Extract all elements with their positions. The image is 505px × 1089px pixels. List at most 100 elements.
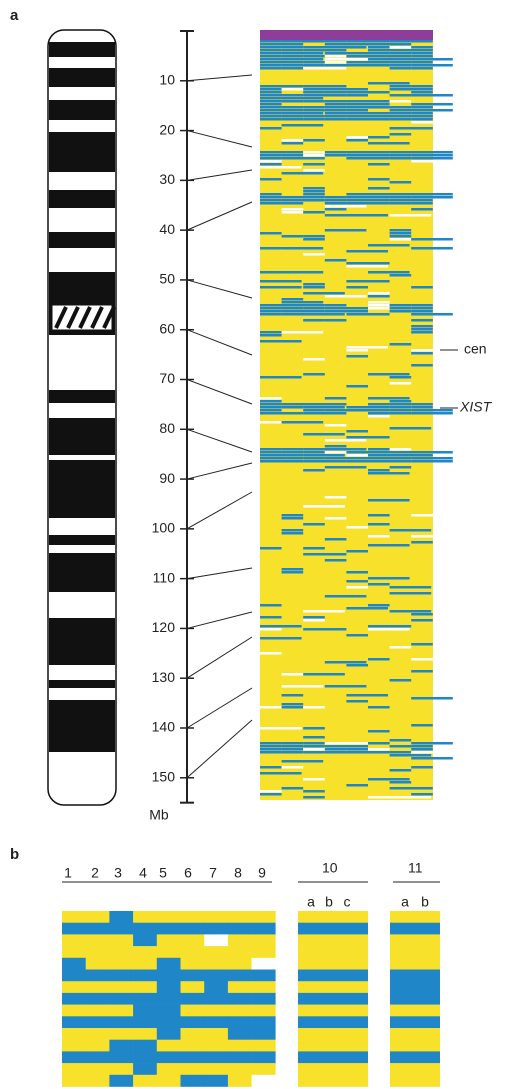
heat-cell bbox=[346, 151, 368, 154]
heat-cell bbox=[62, 1051, 86, 1063]
heat-cell bbox=[86, 1040, 110, 1052]
heat-cell bbox=[62, 1075, 86, 1087]
heat-cell bbox=[252, 923, 276, 935]
heat-cell bbox=[157, 1016, 181, 1028]
heat-cell bbox=[303, 469, 325, 472]
heat-cell bbox=[411, 412, 453, 415]
heat-cell bbox=[411, 55, 433, 58]
heat-cell bbox=[368, 187, 390, 190]
heat-cell bbox=[62, 1063, 86, 1075]
heat-cell bbox=[325, 100, 347, 103]
heat-cell bbox=[109, 946, 133, 958]
heat-cell bbox=[368, 472, 410, 475]
heat-cell bbox=[228, 1051, 252, 1063]
heat-cell bbox=[390, 457, 412, 460]
heat-cell bbox=[346, 202, 368, 205]
heat-cell bbox=[390, 55, 412, 58]
heat-cell bbox=[303, 100, 325, 103]
heat-cell bbox=[303, 235, 325, 238]
heat-cell bbox=[346, 355, 368, 358]
heat-cell bbox=[411, 745, 433, 748]
heat-cell bbox=[282, 67, 304, 70]
heat-cell bbox=[390, 754, 432, 757]
heat-cell bbox=[346, 664, 368, 667]
heat-cell bbox=[252, 1028, 276, 1040]
heat-cell bbox=[346, 118, 368, 121]
heat-cell bbox=[228, 911, 252, 923]
connector bbox=[187, 330, 252, 355]
heat-cell bbox=[62, 981, 86, 993]
heat-cell bbox=[303, 523, 325, 526]
heat-cell bbox=[252, 1040, 276, 1052]
heat-cell bbox=[62, 958, 86, 970]
heat-cell bbox=[133, 1040, 157, 1052]
heat-cell bbox=[368, 178, 390, 181]
heat-cell bbox=[62, 923, 86, 935]
heat-cell bbox=[325, 628, 347, 631]
heat-cell bbox=[390, 43, 412, 46]
band bbox=[49, 592, 115, 618]
heat-cell bbox=[157, 970, 181, 982]
heat-cell bbox=[62, 911, 86, 923]
heat-cell bbox=[252, 1051, 276, 1063]
heat-cell bbox=[411, 319, 433, 322]
heat-cell bbox=[368, 742, 390, 745]
heat-cell bbox=[133, 1016, 157, 1028]
heat-cell bbox=[252, 946, 276, 958]
heat-cell bbox=[260, 793, 282, 796]
heat-cell bbox=[282, 142, 304, 145]
heat-cell bbox=[411, 757, 453, 760]
heat-cell bbox=[303, 190, 325, 193]
heat-cell bbox=[390, 781, 412, 784]
heat-cell bbox=[325, 496, 347, 499]
heat-cell bbox=[260, 448, 282, 451]
heat-cell bbox=[109, 1063, 133, 1075]
heat-cell bbox=[390, 1005, 440, 1017]
heat-cell bbox=[282, 412, 304, 415]
heat-cell bbox=[252, 958, 276, 970]
heat-cell bbox=[390, 202, 412, 205]
heat-cell bbox=[204, 958, 228, 970]
tick-label: 110 bbox=[153, 569, 176, 585]
heat-cell bbox=[368, 625, 390, 628]
connector bbox=[187, 75, 252, 81]
heat-cell bbox=[411, 331, 433, 334]
heat-cell bbox=[346, 100, 368, 103]
heat-cell bbox=[252, 1016, 276, 1028]
heat-cell bbox=[133, 1028, 157, 1040]
tick-label: 10 bbox=[159, 71, 175, 87]
heat-cell bbox=[260, 280, 302, 283]
heat-cell bbox=[411, 85, 433, 88]
heat-cell bbox=[411, 157, 453, 160]
connector bbox=[187, 280, 252, 298]
heat-cell bbox=[298, 970, 368, 982]
heat-cell bbox=[157, 1028, 181, 1040]
connector bbox=[187, 463, 252, 479]
heat-cell bbox=[390, 235, 412, 238]
heat-cell bbox=[303, 373, 325, 376]
heat-cell bbox=[62, 934, 86, 946]
heat-cell bbox=[86, 946, 110, 958]
connector bbox=[187, 202, 252, 230]
heat-cell bbox=[260, 406, 282, 409]
heat-cell bbox=[411, 49, 433, 52]
figure: a b cen XIST 10 11 102030405060708090100… bbox=[0, 0, 505, 1089]
heat-cell bbox=[325, 109, 347, 112]
heat-cell bbox=[368, 406, 390, 409]
heat-cell bbox=[157, 958, 181, 970]
heat-cell bbox=[133, 1063, 157, 1075]
heat-cell bbox=[109, 970, 133, 982]
heat-cell bbox=[157, 1063, 181, 1075]
group-label: 11 bbox=[408, 860, 423, 876]
heat-cell bbox=[260, 67, 282, 70]
heat-cell bbox=[390, 625, 412, 628]
heat-cell bbox=[368, 412, 390, 415]
heat-cell bbox=[303, 319, 325, 322]
heat-cell bbox=[411, 403, 433, 406]
heat-cell bbox=[368, 451, 390, 454]
heat-cell bbox=[325, 748, 347, 751]
heat-cell bbox=[228, 1075, 252, 1087]
heat-cell bbox=[303, 157, 325, 160]
heat-cell bbox=[204, 1005, 228, 1017]
heat-cell bbox=[390, 118, 412, 121]
